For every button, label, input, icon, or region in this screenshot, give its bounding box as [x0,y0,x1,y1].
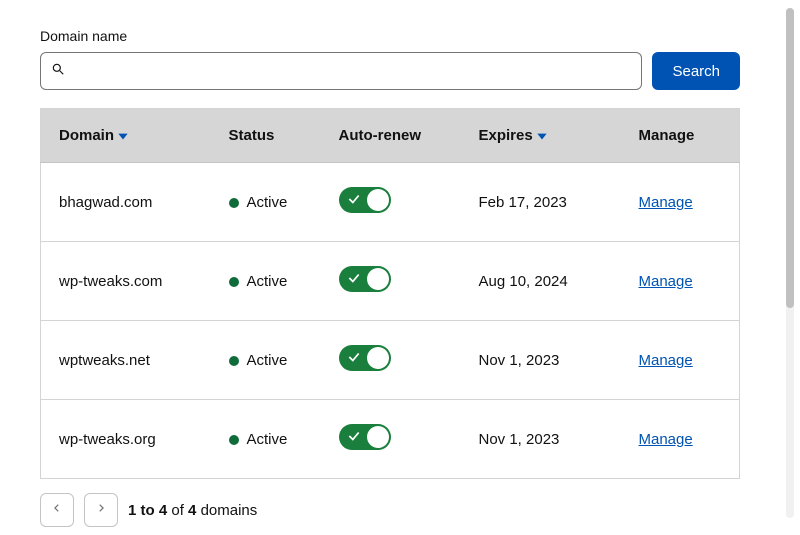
search-label: Domain name [40,28,740,44]
search-button[interactable]: Search [652,52,740,90]
toggle-knob [367,268,389,290]
cell-domain: bhagwad.com [41,163,211,242]
column-label: Auto-renew [339,127,422,144]
table-row: wp-tweaks.com Active Aug 10, 2024 Manage [41,242,740,321]
status-text: Active [247,194,288,211]
search-box[interactable] [40,52,642,90]
status-dot-icon [229,356,239,366]
status-dot-icon [229,277,239,287]
column-label: Manage [639,127,695,144]
cell-auto-renew [321,400,461,479]
column-header-status: Status [211,109,321,163]
table-row: wptweaks.net Active Nov 1, 2023 Manage [41,321,740,400]
search-row: Search [40,52,740,90]
cell-manage: Manage [621,242,740,321]
pager-range: 1 to 4 [128,502,167,519]
column-label: Status [229,127,275,144]
pager-unit: domains [201,502,258,519]
column-label: Expires [479,127,533,144]
manage-link[interactable]: Manage [639,273,693,290]
toggle-knob [367,347,389,369]
manage-link[interactable]: Manage [639,194,693,211]
cell-domain: wp-tweaks.com [41,242,211,321]
manage-link[interactable]: Manage [639,431,693,448]
status-dot-icon [229,435,239,445]
column-header-expires[interactable]: Expires [461,109,621,163]
cell-domain: wptweaks.net [41,321,211,400]
cell-status: Active [211,163,321,242]
cell-auto-renew [321,321,461,400]
sort-caret-icon [116,129,130,143]
checkmark-icon [347,271,361,285]
cell-manage: Manage [621,163,740,242]
cell-expires: Nov 1, 2023 [461,321,621,400]
cell-auto-renew [321,242,461,321]
table-row: wp-tweaks.org Active Nov 1, 2023 Manage [41,400,740,479]
cell-expires: Nov 1, 2023 [461,400,621,479]
search-icon [51,62,65,81]
search-input[interactable] [73,63,631,79]
pagination: 1 to 4 of 4 domains [40,493,740,527]
table-header-row: Domain Status Auto-renew Expires Manage [41,109,740,163]
pager-prev-button[interactable] [40,493,74,527]
checkmark-icon [347,192,361,206]
pager-total: 4 [188,502,196,519]
column-label: Domain [59,127,114,144]
cell-status: Active [211,400,321,479]
sort-caret-icon [535,129,549,143]
toggle-knob [367,189,389,211]
pager-of: of [171,502,184,519]
cell-domain: wp-tweaks.org [41,400,211,479]
toggle-knob [367,426,389,448]
auto-renew-toggle[interactable] [339,424,391,450]
cell-auto-renew [321,163,461,242]
status-text: Active [247,273,288,290]
auto-renew-toggle[interactable] [339,345,391,371]
chevron-right-icon [96,501,106,520]
column-header-manage: Manage [621,109,740,163]
cell-expires: Feb 17, 2023 [461,163,621,242]
column-header-auto-renew: Auto-renew [321,109,461,163]
cell-manage: Manage [621,400,740,479]
cell-status: Active [211,242,321,321]
cell-manage: Manage [621,321,740,400]
auto-renew-toggle[interactable] [339,266,391,292]
manage-link[interactable]: Manage [639,352,693,369]
pager-summary: 1 to 4 of 4 domains [128,502,257,519]
auto-renew-toggle[interactable] [339,187,391,213]
column-header-domain[interactable]: Domain [41,109,211,163]
pager-next-button[interactable] [84,493,118,527]
domains-table: Domain Status Auto-renew Expires Manage … [40,108,740,479]
cell-expires: Aug 10, 2024 [461,242,621,321]
status-dot-icon [229,198,239,208]
cell-status: Active [211,321,321,400]
status-text: Active [247,352,288,369]
status-text: Active [247,431,288,448]
checkmark-icon [347,350,361,364]
checkmark-icon [347,429,361,443]
chevron-left-icon [52,501,62,520]
scrollbar-thumb[interactable] [786,8,794,308]
table-row: bhagwad.com Active Feb 17, 2023 Manage [41,163,740,242]
